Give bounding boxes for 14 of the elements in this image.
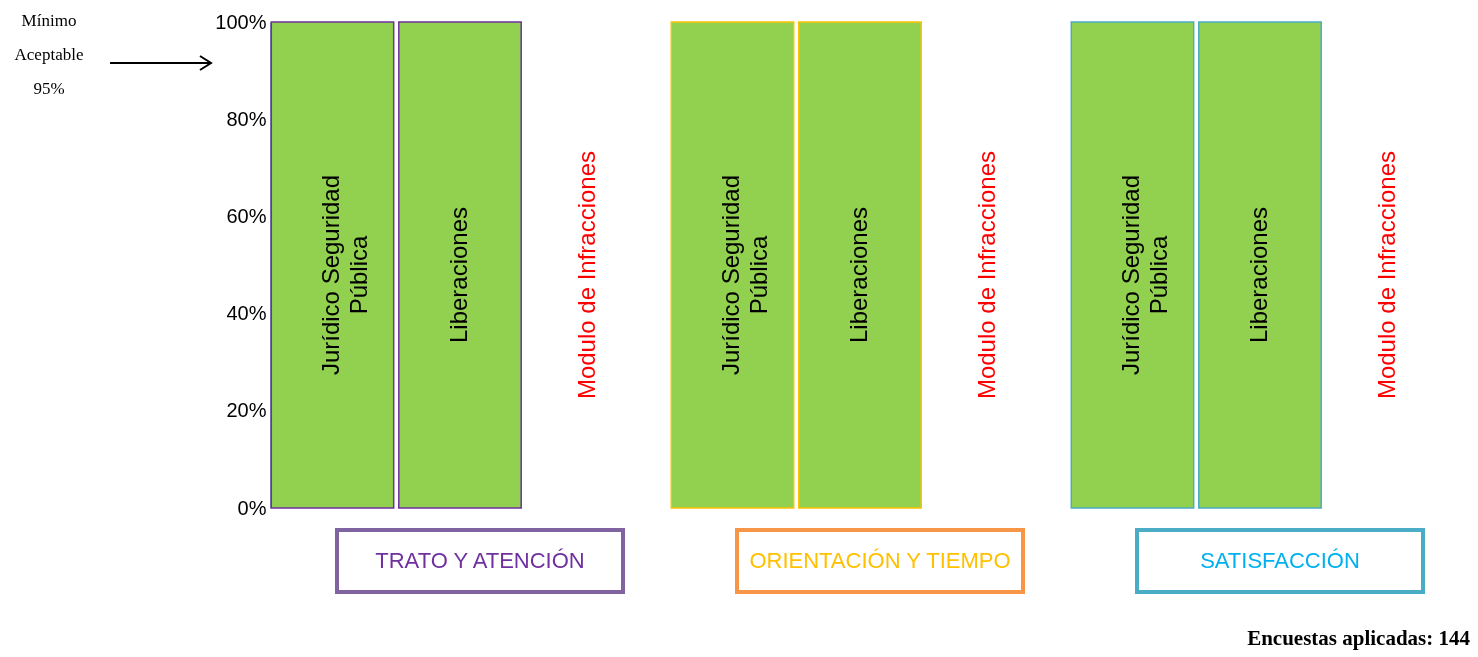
x-axis-title: TRATO Y ATENCIÓN [335,528,625,594]
x-axis-title: SATISFACCIÓN [1135,528,1425,594]
y-tick-label: 60% [226,204,267,227]
y-tick-label: 20% [226,399,267,422]
x-tick-label: Liberaciones [445,206,472,344]
x-tick-label: Jurídico Seguridad Pública [317,174,373,376]
y-tick-label: 100% [215,10,267,33]
text: Encuestas aplicadas: 144 [1247,626,1470,651]
text: Mínimo Aceptable 95% [13,10,85,100]
x-tick-label: Modulo de Infracciones [572,150,600,400]
y-tick-label: 0% [237,496,267,519]
x-axis-title: ORIENTACIÓN Y TIEMPO [735,528,1025,594]
y-tick-label: 40% [226,302,267,325]
y-tick-label: 80% [226,107,267,130]
